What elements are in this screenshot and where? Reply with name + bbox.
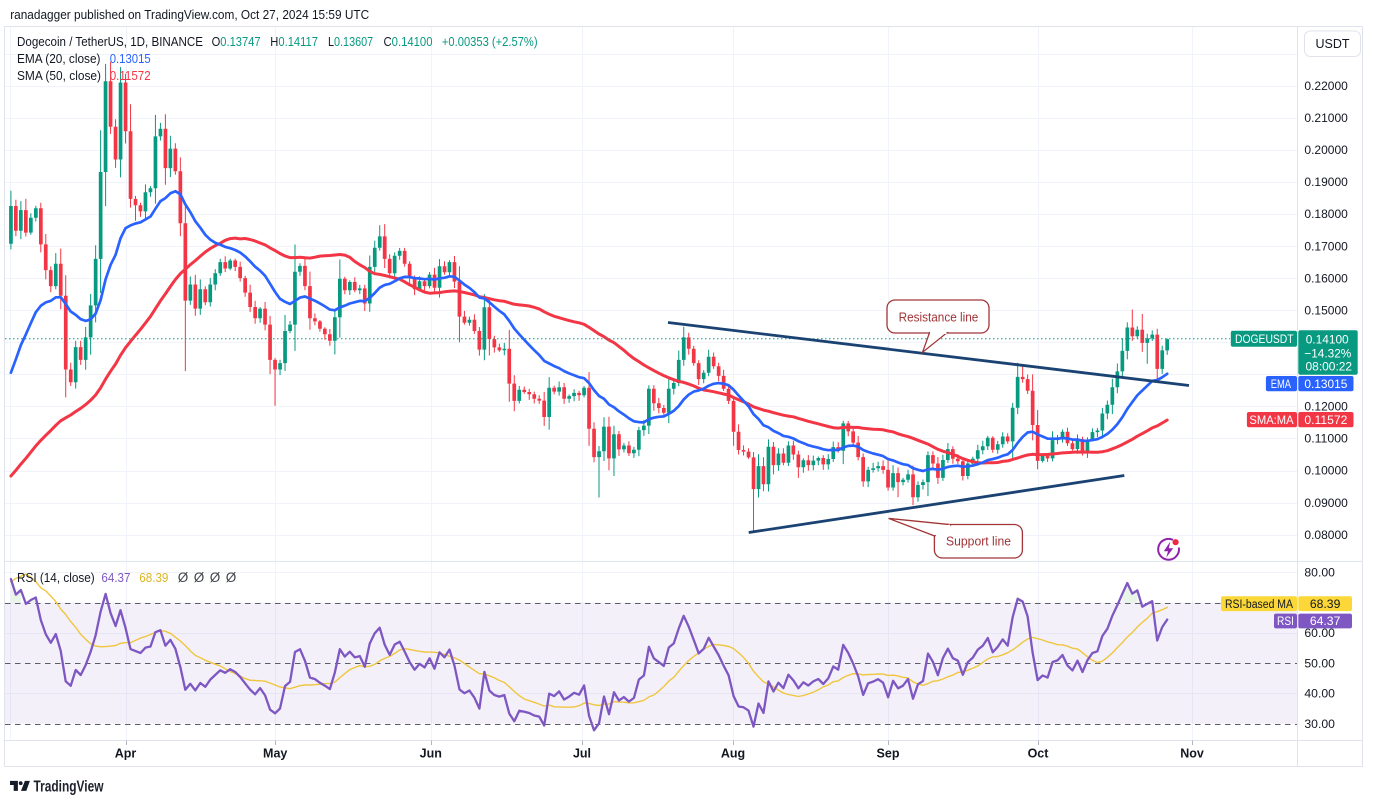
svg-text:RSI: RSI: [1277, 614, 1294, 628]
svg-text:Dogecoin / TetherUS, 1D, BINAN: Dogecoin / TetherUS, 1D, BINANCE: [17, 34, 203, 49]
svg-text:May: May: [263, 747, 287, 761]
svg-text:0.11000: 0.11000: [1304, 432, 1348, 446]
svg-text:−14.32%: −14.32%: [1304, 347, 1351, 361]
svg-text:0.13015: 0.13015: [110, 51, 151, 66]
svg-text:50.00: 50.00: [1304, 656, 1335, 670]
svg-text:68.39: 68.39: [1310, 597, 1341, 611]
svg-text:40.00: 40.00: [1304, 687, 1335, 701]
svg-text:SMA (50, close): SMA (50, close): [17, 68, 101, 83]
svg-text:0.12000: 0.12000: [1304, 400, 1348, 414]
svg-text:RSI-based MA: RSI-based MA: [1225, 599, 1293, 611]
svg-text:0.20000: 0.20000: [1304, 143, 1348, 157]
svg-text:60.00: 60.00: [1304, 626, 1335, 640]
svg-text:TradingView: TradingView: [34, 778, 105, 795]
svg-text:30.00: 30.00: [1304, 717, 1335, 731]
svg-text:64.37: 64.37: [1310, 614, 1341, 628]
svg-text:Resistance line: Resistance line: [899, 310, 979, 325]
svg-text:0.13015: 0.13015: [1304, 377, 1347, 391]
svg-text:0.15000: 0.15000: [1304, 303, 1348, 317]
svg-text:Ø: Ø: [194, 570, 205, 585]
svg-text:64.37: 64.37: [101, 570, 130, 585]
svg-text:0.08000: 0.08000: [1304, 528, 1348, 542]
svg-text:DOGEUSDT: DOGEUSDT: [1235, 332, 1294, 346]
svg-text:Oct: Oct: [1028, 747, 1050, 761]
svg-text:0.19000: 0.19000: [1304, 175, 1348, 189]
svg-text:Aug: Aug: [721, 747, 745, 761]
svg-text:Jul: Jul: [573, 747, 591, 761]
svg-text:USDT: USDT: [1315, 37, 1349, 51]
svg-text:Ø: Ø: [178, 570, 189, 585]
svg-text:0.22000: 0.22000: [1304, 79, 1348, 93]
svg-text:Jun: Jun: [420, 747, 442, 761]
svg-text:0.18000: 0.18000: [1304, 207, 1348, 221]
svg-text:Sep: Sep: [877, 747, 900, 761]
svg-text:Nov: Nov: [1180, 747, 1204, 761]
svg-text:C0.14100: C0.14100: [384, 34, 433, 49]
svg-text:L0.13607: L0.13607: [328, 34, 373, 49]
svg-text:EMA (20, close): EMA (20, close): [17, 51, 101, 66]
svg-text:0.10000: 0.10000: [1304, 464, 1348, 478]
svg-text:Ø: Ø: [226, 570, 237, 585]
svg-text:68.39: 68.39: [139, 570, 168, 585]
svg-text:0.16000: 0.16000: [1304, 271, 1348, 285]
svg-text:+0.00353 (+2.57%): +0.00353 (+2.57%): [442, 34, 538, 49]
svg-text:0.09000: 0.09000: [1304, 496, 1348, 510]
svg-text:SMA:MA: SMA:MA: [1249, 413, 1293, 427]
svg-text:0.17000: 0.17000: [1304, 239, 1348, 253]
svg-text:H0.14117: H0.14117: [270, 34, 318, 49]
svg-text:80.00: 80.00: [1304, 565, 1335, 579]
svg-text:Ø: Ø: [210, 570, 221, 585]
svg-text:RSI (14, close): RSI (14, close): [17, 570, 95, 585]
svg-text:0.21000: 0.21000: [1304, 111, 1348, 125]
svg-text:O0.13747: O0.13747: [212, 34, 261, 49]
svg-text:ranadagger published on Tradin: ranadagger published on TradingView.com,…: [10, 7, 369, 22]
svg-text:EMA: EMA: [1271, 377, 1291, 391]
svg-text:08:00:22: 08:00:22: [1306, 360, 1353, 374]
svg-text:Support line: Support line: [946, 534, 1011, 549]
svg-text:Apr: Apr: [115, 747, 137, 761]
svg-text:0.11572: 0.11572: [1304, 413, 1347, 427]
svg-text:0.11572: 0.11572: [110, 68, 151, 83]
svg-text:0.14100: 0.14100: [1306, 332, 1349, 346]
